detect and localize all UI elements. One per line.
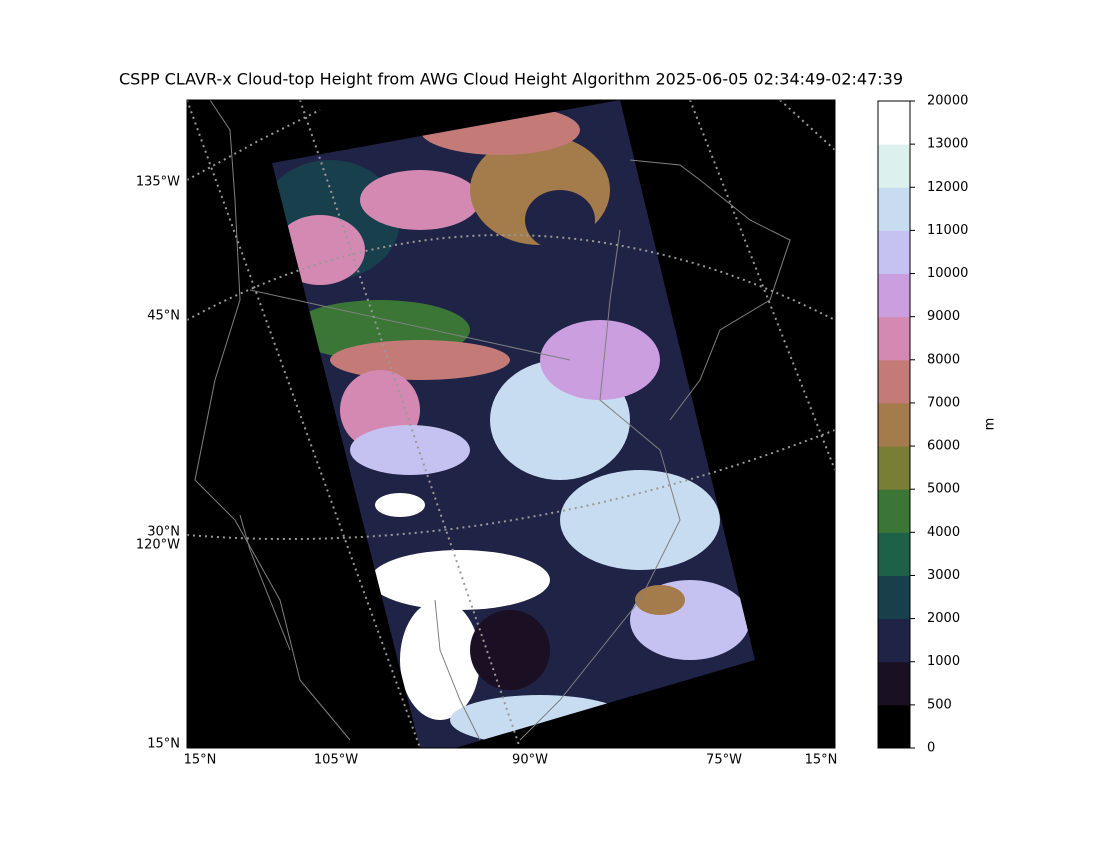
- colorbar-tick-label: 500: [927, 697, 952, 712]
- title: CSPP CLAVR-x Cloud-top Height from AWG C…: [119, 70, 903, 89]
- colorbar-tick-label: 5000: [927, 482, 960, 497]
- colorbar-block: [878, 273, 910, 318]
- map-left-label: 15°N: [147, 737, 180, 752]
- colorbar-block: [878, 359, 910, 404]
- colorbar-block: [878, 101, 910, 145]
- graticule: [187, 100, 835, 748]
- colorbar-block: [878, 446, 910, 490]
- colorbar-label: m: [983, 418, 998, 431]
- colorbar-tick-label: 3000: [927, 568, 960, 583]
- colorbar-tick-label: 7000: [927, 395, 960, 410]
- colorbar-block: [878, 402, 910, 447]
- colorbar-block: [878, 618, 910, 663]
- map-left-label: 120°W: [136, 538, 180, 553]
- map: [187, 100, 835, 748]
- colorbar-tick-label: 11000: [927, 223, 968, 238]
- colorbar-tick-label: 4000: [927, 525, 960, 540]
- map-bottom-label: 90°W: [512, 753, 548, 768]
- colorbar-block: [878, 316, 910, 361]
- colorbar-tick-label: 2000: [927, 611, 960, 626]
- colorbar-tick-label: 1000: [927, 654, 960, 669]
- colorbar-block: [878, 489, 910, 533]
- colorbar-tick-label: 0: [927, 741, 935, 756]
- map-left-label: 45°N: [147, 309, 180, 324]
- colorbar-block: [878, 704, 910, 749]
- colorbar-tick-label: 8000: [927, 352, 960, 367]
- map-left-label: 30°N: [147, 525, 180, 540]
- colorbar-block: [878, 230, 910, 275]
- map-bottom-label: 75°W: [706, 753, 742, 768]
- colorbar-block: [878, 575, 910, 620]
- colorbar-tick-label: 6000: [927, 439, 960, 454]
- map-bottom-label: 15°N: [805, 753, 838, 768]
- colorbar-tick-label: 10000: [927, 266, 968, 281]
- map-bottom-label: 15°N: [184, 753, 217, 768]
- colorbar-tick-label: 20000: [927, 94, 968, 109]
- colorbar-block: [878, 187, 910, 231]
- colorbar-block: [878, 532, 910, 576]
- colorbar-frame: [877, 100, 911, 749]
- map-left-label: 135°W: [136, 175, 180, 190]
- colorbar-tick-label: 13000: [927, 137, 968, 152]
- map-bottom-label: 105°W: [314, 753, 358, 768]
- coastlines: [194, 100, 791, 741]
- colorbar-tick-label: 12000: [927, 180, 968, 195]
- colorbar-block: [878, 661, 910, 706]
- colorbar-tick-label: 9000: [927, 309, 960, 324]
- colorbar-block: [878, 144, 910, 188]
- map-frame: [186, 99, 836, 749]
